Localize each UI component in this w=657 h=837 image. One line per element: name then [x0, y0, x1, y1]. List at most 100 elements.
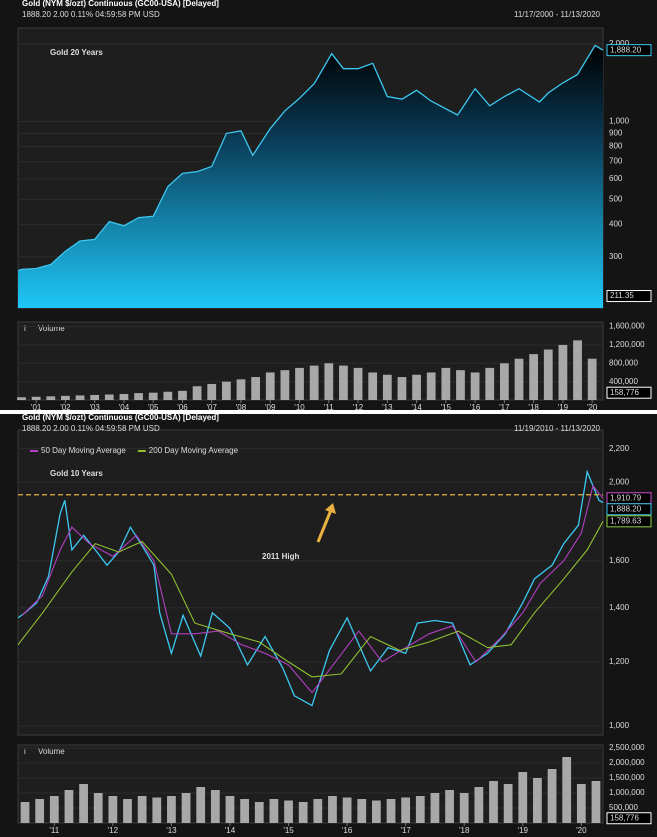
volume-bar	[470, 372, 480, 400]
volume-bar	[178, 390, 187, 400]
volume-bar	[79, 784, 88, 823]
volume-bar	[386, 799, 396, 823]
volume-bar	[353, 367, 363, 400]
volume-bar	[280, 370, 290, 400]
volume-bar	[90, 394, 100, 400]
volume-bar	[163, 391, 173, 400]
x-tick-label: '11	[324, 403, 334, 412]
volume-bar	[518, 772, 528, 823]
x-tick-label: '04	[119, 403, 130, 412]
volume-label: Volume	[38, 324, 65, 333]
volume-bar	[236, 379, 246, 400]
y-tick-label: 2,200	[609, 444, 630, 453]
x-tick-label: '02	[60, 403, 71, 412]
volume-bar	[371, 800, 381, 823]
value-box	[606, 44, 652, 57]
volume-bar	[441, 367, 451, 400]
volume-bar	[401, 797, 411, 823]
volume-bar	[514, 358, 524, 400]
volume-bar	[324, 363, 334, 400]
y-tick-label: 1,200	[609, 657, 630, 666]
volume-label: Volume	[38, 747, 65, 756]
volume-bar	[558, 344, 568, 400]
y-tick-label: 1,600	[609, 556, 630, 565]
legend-label: 200 Day Moving Average	[149, 446, 239, 455]
y-tick-label: 500	[609, 194, 623, 203]
x-tick-label: '20	[576, 826, 587, 835]
x-tick-label: '18	[528, 403, 539, 412]
volume-bar	[221, 381, 231, 400]
volume-bar	[265, 372, 275, 400]
x-tick-label: '17	[400, 826, 411, 835]
y-tick-label: 2,000	[609, 39, 630, 48]
header-name: Gold (NYM $/ozt) Continuous (GC00-USA) […	[22, 0, 219, 8]
header-quote: 1888.20 2.00 0.11% 04:59:58 PM USD	[22, 424, 160, 433]
x-tick-label: '15	[283, 826, 294, 835]
volume-bar	[415, 796, 425, 823]
x-tick-label: '01	[31, 403, 42, 412]
volume-bar	[397, 377, 407, 400]
x-tick-label: '13	[166, 826, 177, 835]
volume-bar	[576, 784, 586, 823]
y-tick-label: 1,500,000	[609, 773, 645, 782]
y-tick-label: 800	[609, 142, 623, 151]
volume-bar	[119, 394, 129, 400]
volume-bar	[591, 781, 601, 823]
value-box	[606, 386, 652, 399]
x-tick-label: '17	[499, 403, 510, 412]
value-box	[606, 503, 652, 516]
volume-bar	[474, 787, 484, 823]
y-tick-label: 700	[609, 157, 623, 166]
y-tick-label: 1,200,000	[609, 340, 645, 349]
volume-bar	[46, 396, 56, 400]
volume-bar	[313, 799, 323, 823]
volume-bar	[456, 370, 465, 400]
volume-bar	[104, 394, 114, 400]
y-tick-label: 600	[609, 174, 623, 183]
volume-bar	[64, 790, 74, 823]
volume-icon: i	[24, 324, 26, 333]
volume-bar	[573, 340, 582, 400]
volume-bar	[93, 793, 103, 823]
x-tick-label: '19	[558, 403, 569, 412]
volume-bar	[108, 796, 118, 823]
x-tick-label: '10	[294, 403, 305, 412]
volume-bar	[298, 802, 308, 823]
y-tick-label: 1,400	[609, 603, 630, 612]
x-tick-label: '07	[207, 403, 218, 412]
x-tick-label: '03	[89, 403, 100, 412]
volume-bar	[459, 793, 469, 823]
volume-bar	[196, 787, 206, 823]
volume-bar	[75, 395, 85, 400]
volume-bar	[529, 354, 539, 400]
volume-bar	[181, 793, 191, 823]
volume-bar	[339, 365, 348, 400]
x-tick-label: '11	[49, 826, 59, 835]
header-quote: 1888.20 2.00 0.11% 04:59:58 PM USD	[22, 10, 160, 19]
header-name: Gold (NYM $/ozt) Continuous (GC00-USA) […	[22, 413, 219, 422]
x-tick-label: '12	[353, 403, 364, 412]
volume-bar	[430, 793, 440, 823]
volume-bar	[445, 790, 454, 823]
value-box-label: 158,776	[610, 813, 639, 822]
x-tick-label: '16	[470, 403, 481, 412]
volume-bar	[587, 358, 597, 400]
volume-bar	[35, 799, 45, 823]
x-tick-label: '15	[441, 403, 452, 412]
y-tick-label: 800,000	[609, 358, 638, 367]
y-tick-label: 500,000	[609, 803, 638, 812]
volume-bar	[207, 383, 217, 400]
volume-bar	[485, 367, 495, 400]
value-box-label: 1,789.63	[610, 516, 642, 525]
x-tick-label: '14	[225, 826, 236, 835]
y-tick-label: 1,000,000	[609, 788, 645, 797]
plot-area	[17, 429, 604, 736]
area	[18, 45, 603, 309]
line	[17, 521, 604, 678]
x-tick-label: '12	[108, 826, 119, 835]
volume-bar	[368, 372, 378, 400]
volume-bar	[547, 769, 557, 823]
header-range: 11/17/2000 - 11/13/2020	[514, 10, 601, 19]
separator	[0, 410, 657, 414]
chart-title: Gold 20 Years	[50, 48, 103, 57]
